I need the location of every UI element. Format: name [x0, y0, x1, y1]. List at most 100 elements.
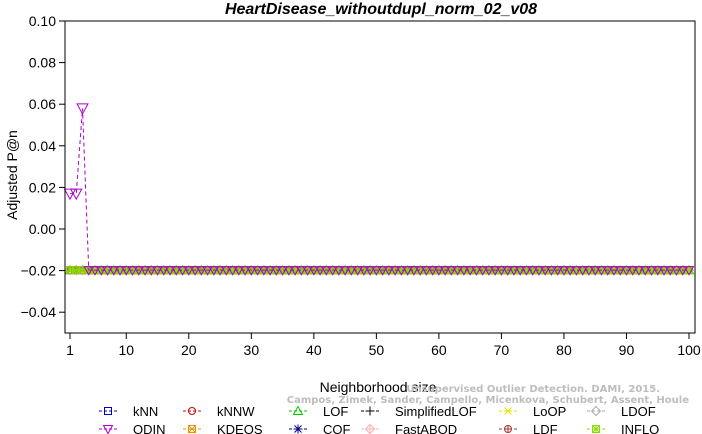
legend: kNN kNNW LOF SimplifiedLOF LoOP LDOF ODIN KDEOS… — [99, 404, 659, 434]
data-point — [458, 266, 470, 276]
data-point — [95, 266, 107, 276]
data-point — [389, 266, 401, 276]
data-point — [258, 266, 270, 276]
legend-marker — [504, 407, 512, 415]
y-tick-label: 0.04 — [29, 138, 56, 154]
data-point — [446, 266, 457, 276]
data-point — [270, 266, 282, 276]
legend-item: LDF — [499, 422, 558, 434]
data-point — [471, 266, 482, 276]
data-point — [539, 266, 551, 276]
data-point — [677, 266, 689, 276]
data-point — [514, 266, 526, 276]
legend-marker — [102, 425, 114, 434]
x-tick-label: 50 — [369, 342, 385, 358]
watermark-line-2: Campos, Zimek, Sander, Campello, Micenko… — [287, 395, 689, 406]
data-point — [114, 266, 126, 276]
legend-item: KDEOS — [183, 422, 263, 434]
data-point — [371, 266, 382, 276]
data-point — [414, 266, 426, 276]
x-tick-label: 70 — [494, 342, 510, 358]
data-point — [63, 188, 77, 201]
data-point — [552, 266, 564, 276]
data-point — [377, 266, 388, 276]
data-point — [120, 266, 132, 276]
data-point — [183, 266, 195, 276]
x-tick-label: 30 — [244, 342, 260, 358]
data-point — [127, 266, 138, 276]
legend-label: INFLO — [621, 422, 659, 434]
data-point — [633, 266, 645, 276]
data-point — [245, 266, 257, 276]
data-point — [664, 266, 676, 276]
data-point — [558, 266, 570, 276]
legend-marker — [188, 407, 196, 415]
data-point — [283, 266, 295, 276]
data-point — [139, 266, 151, 276]
y-tick-label: 0.06 — [29, 96, 56, 112]
data-point — [546, 266, 557, 276]
data-point — [621, 266, 632, 276]
legend-label: LDOF — [621, 404, 656, 419]
plot-area — [64, 20, 696, 334]
data-point — [177, 266, 188, 276]
data-point — [252, 266, 263, 276]
series-ODIN — [63, 103, 695, 276]
legend-item: LoOP — [499, 404, 566, 419]
data-point — [533, 266, 545, 276]
legend-marker — [365, 406, 375, 416]
data-point — [502, 266, 514, 276]
data-point — [277, 266, 288, 276]
data-point — [152, 266, 163, 276]
data-point — [521, 266, 532, 276]
data-point — [76, 103, 89, 115]
data-point — [214, 266, 226, 276]
legend-item: ODIN — [99, 422, 166, 434]
data-point — [233, 266, 245, 276]
legend-label: LOF — [323, 404, 348, 419]
data-point — [320, 266, 332, 276]
x-tick-label: 40 — [306, 342, 322, 358]
y-tick-label: 0.08 — [29, 55, 56, 71]
data-point — [302, 266, 313, 276]
data-point — [195, 266, 207, 276]
chart-title: HeartDisease_withoutdupl_norm_02_v08 — [225, 1, 537, 18]
data-point — [346, 266, 357, 276]
data-point — [602, 266, 614, 276]
data-point — [439, 266, 451, 276]
data-point — [564, 266, 576, 276]
data-point — [527, 266, 539, 276]
legend-label: COF — [323, 422, 351, 434]
legend-item: kNNW — [183, 404, 255, 419]
watermark-line-1: Unsupervised Outlier Detection. DAMI, 20… — [406, 384, 660, 395]
x-axis: 1 10 20 30 40 50 60 70 80 90 100 — [66, 333, 701, 358]
legend-label: kNNW — [217, 404, 255, 419]
legend-item: SimplifiedLOF — [361, 404, 477, 419]
data-point — [646, 266, 657, 276]
legend-marker — [292, 405, 304, 415]
data-point — [83, 266, 95, 276]
legend-item: LDOF — [587, 404, 656, 419]
data-point — [658, 266, 670, 276]
data-point — [202, 266, 213, 276]
x-tick-label: 90 — [619, 342, 635, 358]
y-tick-label: 0.02 — [29, 179, 56, 195]
legend-marker — [188, 425, 196, 433]
data-point — [239, 266, 251, 276]
data-point — [577, 266, 589, 276]
data-point — [295, 266, 307, 276]
legend-marker — [592, 425, 600, 433]
data-point — [464, 266, 476, 276]
legend-marker — [364, 423, 376, 434]
data-point — [596, 266, 607, 276]
data-point — [164, 266, 176, 276]
y-tick-label: 0.10 — [29, 13, 56, 29]
legend-label: ODIN — [133, 422, 166, 434]
legend-label: kNN — [133, 404, 158, 419]
data-point — [133, 266, 145, 276]
data-point — [69, 188, 83, 201]
data-point — [89, 266, 101, 276]
data-point — [639, 266, 651, 276]
data-point — [170, 266, 182, 276]
